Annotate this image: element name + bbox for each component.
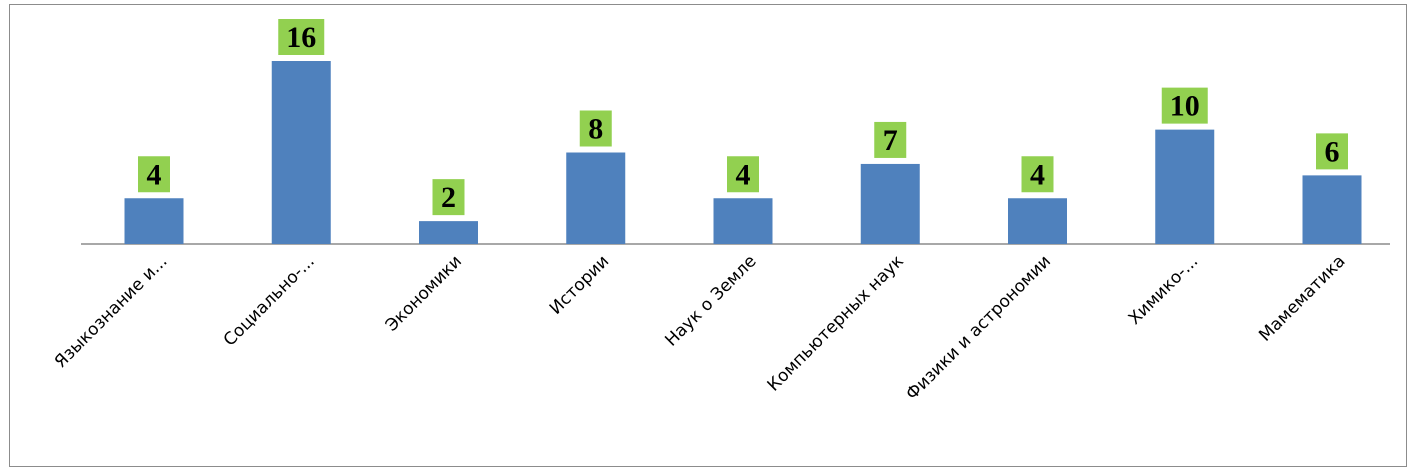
data-label-background-1 bbox=[138, 156, 170, 193]
x-tick-label-7: Физики и астрономии bbox=[902, 251, 1055, 404]
x-tick-label-8: Химико-... bbox=[1125, 251, 1202, 328]
data-label-4: 8 bbox=[588, 113, 603, 146]
data-label-background-2 bbox=[278, 19, 325, 55]
x-tick-label-2: Социально-... bbox=[220, 251, 319, 350]
data-label-3: 2 bbox=[441, 181, 456, 214]
data-label-background-6 bbox=[874, 121, 907, 158]
bar-3 bbox=[419, 221, 478, 244]
data-label-background-8 bbox=[1161, 87, 1208, 124]
data-label-background-3 bbox=[432, 179, 465, 216]
bar-7 bbox=[1008, 198, 1067, 244]
bar-4 bbox=[566, 152, 626, 244]
bar-5 bbox=[713, 198, 773, 244]
x-tick-labels-group: Языкознание и... Социально-... Экономики Ис… bbox=[51, 251, 1350, 404]
bars-group bbox=[124, 61, 1362, 244]
x-tick-label-9: Мамематика bbox=[1255, 251, 1349, 345]
data-label-1: 4 bbox=[147, 158, 162, 191]
x-tick-label-1: Языкознание и... bbox=[51, 251, 172, 372]
bar-1 bbox=[124, 198, 184, 244]
data-label-6: 7 bbox=[883, 124, 898, 157]
x-tick-label-3: Экономики bbox=[382, 251, 466, 335]
x-tick-label-4: Истории bbox=[546, 251, 613, 318]
data-label-background-5 bbox=[727, 156, 759, 193]
data-label-9: 6 bbox=[1325, 135, 1340, 168]
data-label-background-9 bbox=[1316, 133, 1348, 170]
data-label-background-4 bbox=[579, 110, 612, 147]
data-label-2: 16 bbox=[286, 21, 316, 54]
x-tick-label-6: Компьютерных наук bbox=[764, 251, 908, 395]
data-label-5: 4 bbox=[736, 158, 751, 191]
data-label-8: 10 bbox=[1170, 90, 1200, 123]
x-tick-label-5: Наук о Земле bbox=[661, 251, 760, 350]
bar-9 bbox=[1302, 175, 1362, 244]
bar-8 bbox=[1155, 129, 1215, 244]
bar-6 bbox=[860, 163, 920, 244]
data-label-background-7 bbox=[1021, 156, 1054, 193]
data-label-7: 4 bbox=[1030, 158, 1045, 191]
bar-2 bbox=[271, 61, 331, 244]
